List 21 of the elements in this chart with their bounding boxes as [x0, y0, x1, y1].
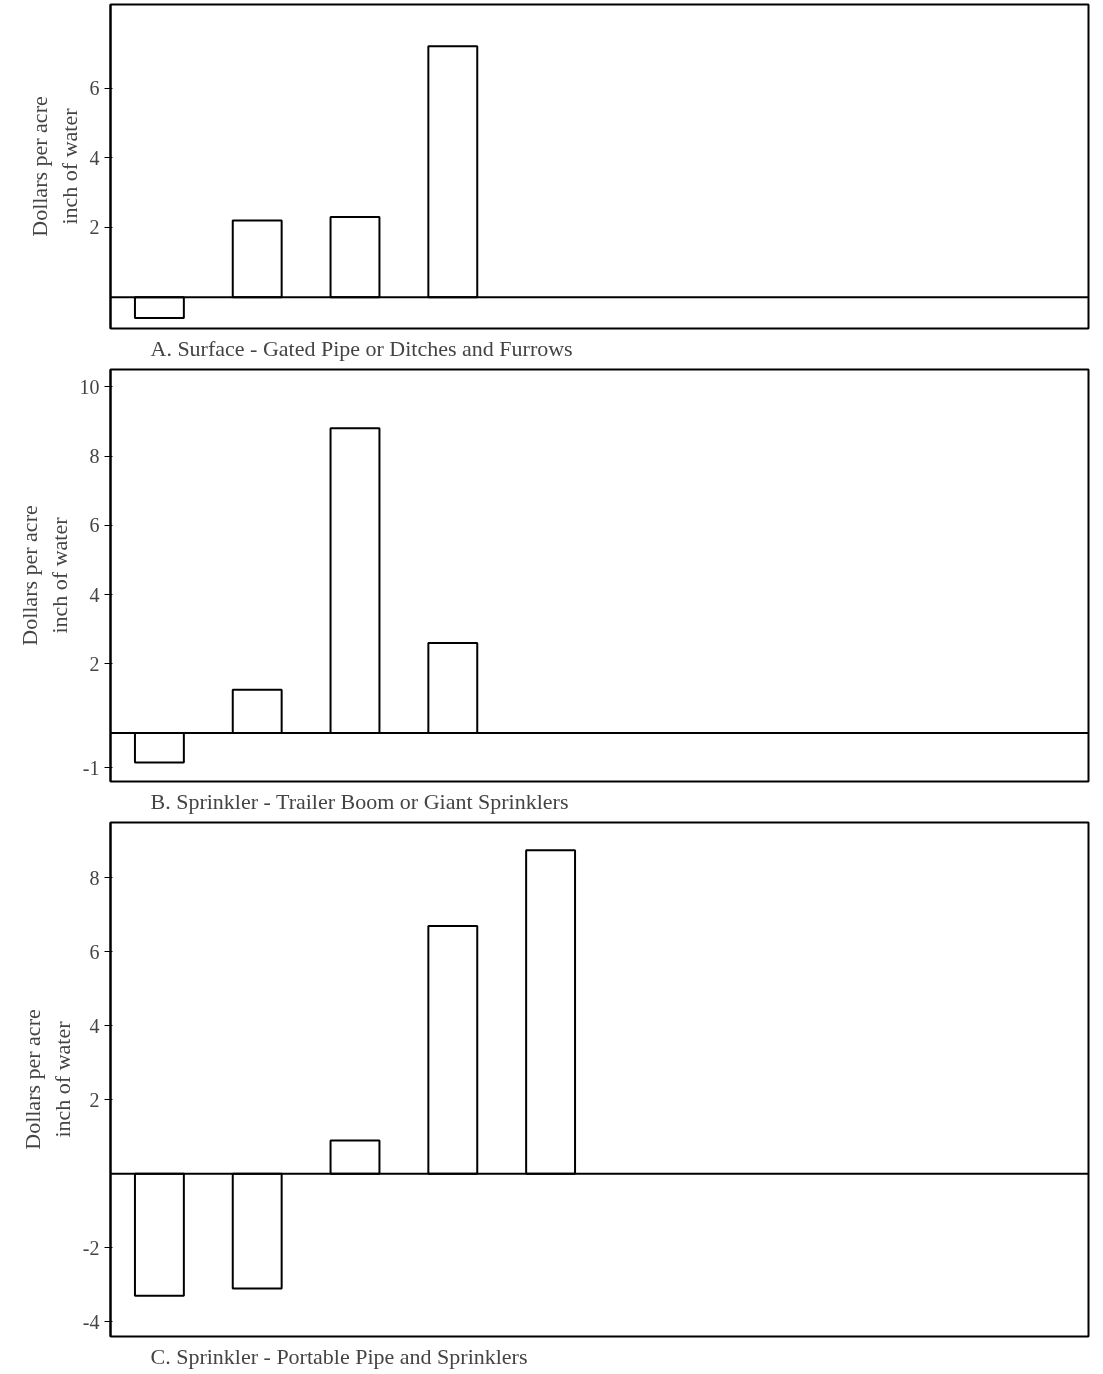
- y-axis-title: Dollars per acre inch of water: [16, 505, 72, 646]
- y-tick-label: 4: [89, 146, 100, 169]
- y-tick-label: 6: [89, 940, 100, 963]
- y-tick-label: 8: [89, 866, 100, 889]
- y-tick-label: -1: [82, 756, 100, 779]
- y-tick-label: 4: [89, 583, 100, 606]
- y-tick-label: 6: [89, 514, 100, 537]
- text: B. Sprinkler - Trailer Boom or Giant Sprinklers: [150, 788, 569, 814]
- y-tick-label: 10: [79, 375, 100, 398]
- y-tick-label: 2: [89, 652, 100, 675]
- y-tick-label: -2: [82, 1236, 100, 1259]
- y-tick-label: 4: [89, 1014, 100, 1037]
- y-tick-label: 6: [89, 77, 100, 100]
- y-axis-title: Dollars per acre inch of water: [26, 96, 82, 237]
- y-tick-label: 2: [89, 1088, 100, 1111]
- text: A. Surface - Gated Pipe or Ditches and Furrows: [150, 335, 573, 361]
- y-tick-label: -4: [82, 1310, 100, 1333]
- y-axis-title: Dollars per acre inch of water: [19, 1009, 75, 1150]
- text: C. Sprinkler - Portable Pipe and Sprinklers: [150, 1343, 528, 1369]
- y-tick-label: 8: [89, 445, 100, 468]
- y-tick-label: 2: [89, 216, 100, 239]
